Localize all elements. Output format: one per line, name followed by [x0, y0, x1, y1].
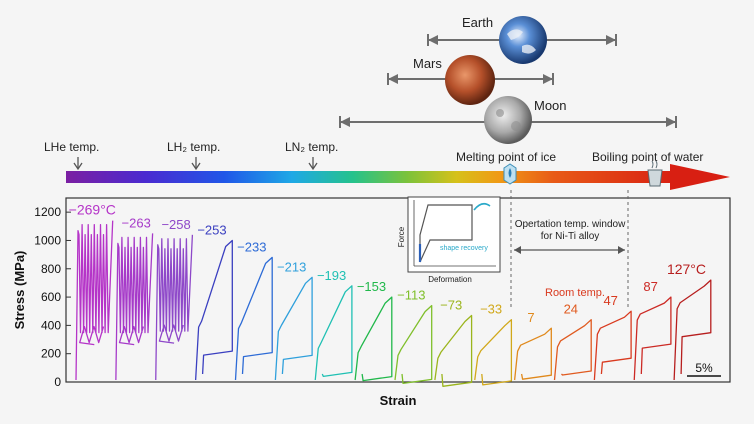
y-tick-label: 1200 [34, 205, 61, 219]
curve-8 [354, 296, 393, 382]
marker-ln2: LN₂ temp. [285, 140, 338, 154]
curve-3 [155, 234, 194, 381]
curve-label-10: −73 [440, 298, 462, 313]
y-tick-label: 800 [41, 262, 61, 276]
planet-ranges: Earth Mars Moon [339, 15, 677, 144]
curve-label-13: 24 [564, 302, 578, 317]
curve-label-8: −153 [357, 279, 386, 294]
curve-2 [115, 233, 154, 381]
planet-label-mars: Mars [413, 56, 442, 71]
curve-15 [633, 296, 672, 381]
curve-label-15: 87 [643, 279, 657, 294]
marker-water: Boiling point of water [592, 150, 703, 164]
stress-strain-curves: −269°C −263 −258 −253 −233 −213 −193 −153 −113 −7… [69, 202, 712, 387]
inset: Force Deformation shape recovery [397, 196, 501, 284]
x-axis-label: Strain [380, 393, 417, 408]
planet-label-moon: Moon [534, 98, 567, 113]
y-axis-label: Stress (MPa) [12, 251, 27, 330]
boiling-water-icon [647, 169, 663, 187]
inset-xlabel: Deformation [428, 275, 472, 284]
planet-label-earth: Earth [462, 15, 493, 30]
temperature-arrow-head [670, 164, 730, 190]
curve-label-9: −113 [397, 288, 425, 303]
curve-11 [474, 319, 513, 386]
inset-frame [407, 196, 501, 273]
marker-lhe: LHe temp. [44, 140, 99, 154]
y-tick-label: 600 [41, 290, 61, 304]
curve-label-7: −193 [317, 268, 346, 283]
curve-5 [234, 256, 273, 381]
curve-label-11: −33 [480, 302, 502, 317]
moon-icon [484, 96, 532, 144]
curve-label-6: −213 [277, 259, 306, 274]
mars-icon [445, 55, 495, 105]
curve-label-16: 127°C [667, 261, 706, 277]
plot-frame [65, 197, 731, 383]
curve-label-2: −263 [122, 215, 151, 230]
y-tick-label: 0 [54, 375, 61, 389]
plot-area: 0 200 400 600 800 1000 1200 Stress (MPa) Strai… [12, 190, 731, 408]
y-axis: 0 200 400 600 800 1000 1200 [34, 205, 71, 389]
inset-ylabel: Force [397, 226, 406, 247]
temperature-bar: LHe temp. LH₂ temp. LN₂ temp. Melting po… [44, 140, 730, 190]
curve-6 [274, 276, 313, 381]
curve-14 [593, 310, 632, 381]
window-annotation-line1: Opertation temp. window [515, 219, 626, 230]
curve-label-14: 47 [603, 293, 617, 308]
temperature-gradient-bar [66, 171, 676, 183]
scale-bar-label: 5% [695, 361, 713, 375]
marker-ice: Melting point of ice [456, 150, 556, 164]
curve-label-5: −233 [237, 239, 266, 254]
curve-label-12: 7 [527, 310, 534, 325]
inset-annotation: shape recovery [440, 245, 488, 252]
curve-9 [394, 304, 433, 385]
curve-16 [673, 279, 712, 381]
curve-label-1: −269°C [69, 202, 116, 218]
curve-7 [314, 285, 353, 381]
y-tick-label: 1000 [34, 233, 61, 247]
curve-1 [75, 220, 114, 381]
marker-lh2: LH₂ temp. [167, 140, 220, 154]
curve-12 [513, 327, 552, 381]
curve-10 [434, 314, 473, 387]
earth-icon [499, 16, 547, 64]
curve-13 [553, 319, 592, 381]
y-tick-label: 200 [41, 347, 61, 361]
window-annotation-line2: for Ni-Ti alloy [541, 231, 600, 242]
curve-label-4: −253 [197, 223, 226, 238]
room-temp-label: Room temp. [545, 287, 605, 299]
curve-4 [194, 239, 233, 381]
y-tick-label: 400 [41, 318, 61, 332]
curve-label-3: −258 [161, 217, 190, 232]
